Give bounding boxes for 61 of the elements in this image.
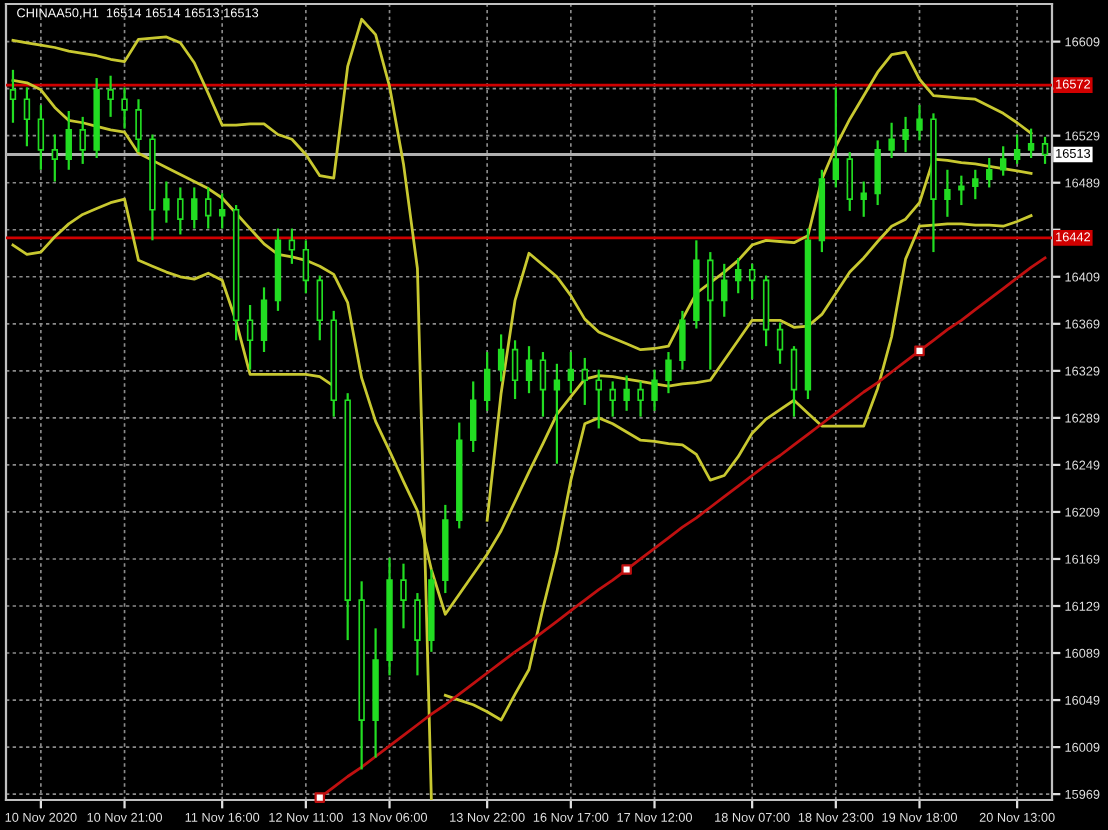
candlestick	[539, 350, 547, 418]
candlestick	[790, 345, 798, 418]
candlestick	[776, 321, 784, 365]
candlestick	[288, 227, 296, 265]
candlestick	[483, 350, 491, 412]
candlestick	[748, 262, 756, 301]
candlestick	[400, 562, 407, 630]
candlestick	[609, 380, 616, 418]
candlestick	[972, 168, 979, 201]
candlestick	[302, 239, 310, 295]
candlestick	[135, 98, 142, 154]
candlestick	[1041, 135, 1049, 166]
candlestick	[205, 186, 212, 230]
point	[314, 792, 326, 803]
candlestick	[1013, 133, 1021, 166]
candlestick	[721, 262, 728, 318]
candlestick	[163, 180, 170, 224]
candlestick	[665, 350, 672, 395]
candlestick	[191, 186, 198, 230]
candlestick	[553, 362, 561, 465]
candlestick	[260, 286, 268, 354]
candlestick	[916, 104, 923, 142]
candlestick	[651, 368, 658, 412]
candlestick	[846, 151, 853, 213]
candlestick	[107, 74, 114, 118]
candlestick	[999, 145, 1007, 177]
candlestick	[637, 380, 644, 418]
candlestick	[581, 356, 588, 407]
candlestick	[9, 68, 17, 124]
candlestick	[734, 256, 742, 295]
candlestick	[316, 274, 324, 342]
candlestick	[51, 133, 59, 183]
candlestick	[595, 368, 602, 430]
candlestick	[944, 168, 951, 218]
candlestick	[1027, 127, 1035, 160]
candlestick	[121, 86, 128, 130]
candlestick	[177, 186, 184, 236]
candlestick	[23, 86, 31, 148]
candlestick	[567, 350, 575, 395]
candlestick	[679, 309, 686, 371]
candlestick	[986, 156, 993, 189]
candlestick	[414, 591, 421, 677]
candlestick	[79, 115, 86, 166]
point	[621, 564, 632, 575]
candlestick	[37, 104, 45, 171]
candlestick	[218, 192, 226, 230]
candlestick	[958, 174, 965, 207]
candlestick	[860, 180, 867, 218]
candlestick	[623, 374, 630, 412]
candlestick	[902, 115, 909, 154]
candlestick	[832, 86, 840, 189]
candlestick	[470, 380, 477, 454]
candlestick	[497, 333, 505, 383]
candlestick	[525, 345, 533, 395]
candlestick	[511, 339, 519, 401]
candlestick	[65, 109, 72, 171]
candlestick	[246, 303, 254, 371]
candlestick	[888, 121, 895, 160]
point	[914, 345, 925, 357]
candlestick	[707, 250, 714, 371]
candlestick	[874, 139, 881, 207]
